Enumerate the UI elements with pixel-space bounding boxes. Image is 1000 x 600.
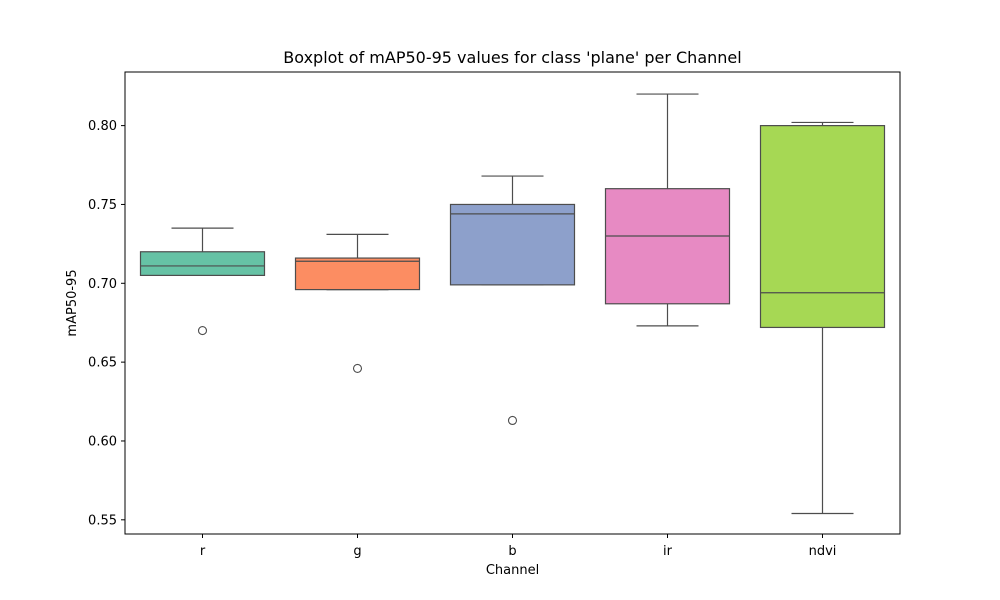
box-group-ndvi <box>759 121 886 515</box>
box-b <box>449 203 576 286</box>
y-axis-label: mAP50-95 <box>65 269 80 336</box>
chart-title: Boxplot of mAP50-95 values for class 'pl… <box>283 48 741 67</box>
y-tick-label: 0.60 <box>88 434 117 449</box>
x-tick-label-r: r <box>200 544 206 559</box>
x-tick-label-g: g <box>353 544 361 559</box>
y-tick-label: 0.80 <box>88 119 117 134</box>
box-ir <box>604 188 731 305</box>
plot-area: 0.55 0.60 0.65 0.70 0.75 0.80 r g b ir ndvi <box>88 93 886 559</box>
y-tick-label: 0.70 <box>88 277 117 292</box>
box-group-g <box>294 233 421 373</box>
x-axis-label: Channel <box>486 563 539 578</box>
box-r <box>139 251 266 277</box>
box-group-b <box>449 175 576 426</box>
box-group-r <box>139 227 266 336</box>
y-tick-label: 0.55 <box>88 513 117 528</box>
outlier-point <box>352 363 363 373</box>
y-tick-label: 0.65 <box>88 356 117 371</box>
y-tick-label: 0.75 <box>88 198 117 213</box>
plot-frame <box>124 71 901 535</box>
x-tick-label-b: b <box>508 544 516 559</box>
box-group-ir <box>604 93 731 327</box>
box-g <box>294 257 421 291</box>
x-tick-label-ndvi: ndvi <box>809 544 837 559</box>
outlier-point <box>197 326 208 336</box>
x-tick-label-ir: ir <box>663 544 673 559</box>
box-ndvi <box>759 125 886 329</box>
outlier-point <box>507 415 518 426</box>
